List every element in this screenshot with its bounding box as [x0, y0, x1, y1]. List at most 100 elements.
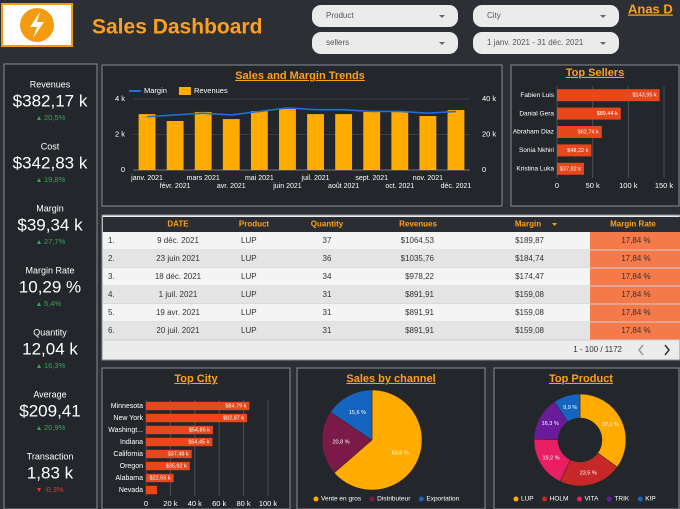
legend-swatch: [369, 496, 375, 502]
table-cell: $159,08: [515, 326, 544, 335]
data-label: $48,22 k: [567, 148, 588, 154]
slice-label: 23,5 %: [580, 470, 597, 476]
table-cell: $159,08: [515, 308, 544, 317]
table-cell: 17,84 %: [621, 236, 650, 245]
legend-label: Distributeur: [377, 496, 411, 503]
bar: [146, 413, 248, 423]
y-tick-label: Minnesota: [111, 403, 143, 410]
table-cell: LUP: [241, 272, 257, 281]
x-tick-label: févr. 2021: [160, 183, 191, 190]
column-header: Revenues: [399, 220, 437, 229]
data-label: $35,92 k: [166, 463, 187, 469]
dropdown-caret: [600, 15, 606, 18]
kpi-value: $209,41: [19, 401, 80, 420]
table-row-bg: [103, 250, 590, 268]
legend-swatch: [513, 496, 519, 502]
logo-bolt: [30, 12, 44, 38]
column-header: Quantity: [311, 220, 344, 229]
legend-swatch: [313, 496, 319, 502]
legend-label: VITA: [584, 496, 599, 503]
kpi-arrow: [37, 240, 41, 244]
bar: [166, 121, 184, 170]
bar: [557, 126, 602, 138]
x-tick-label: 50 k: [586, 181, 600, 190]
bar: [419, 116, 437, 170]
legend-label: Exportation: [426, 496, 459, 503]
pie-slice: [579, 393, 627, 468]
kpi-value: 10,29 %: [19, 277, 81, 296]
y-tick-label: Washingt...: [108, 427, 143, 434]
sort-icon[interactable]: [552, 223, 557, 226]
x-tick-label: mai 2021: [245, 175, 274, 182]
prev-page[interactable]: [638, 344, 644, 356]
table-cell: 6.: [108, 326, 115, 335]
bar: [307, 114, 324, 170]
kpi-label: Average: [33, 389, 66, 399]
legend-label: KIP: [645, 496, 655, 503]
table-cell: LUP: [241, 254, 257, 263]
bar: [557, 144, 592, 157]
legend-swatch: [576, 496, 582, 502]
pagination: 1 - 100 / 1172: [573, 345, 622, 354]
kpi-change: 27,7%: [44, 237, 66, 246]
table-cell: 17,84 %: [621, 272, 650, 281]
chart-title: Sales and Margin Trends: [235, 70, 365, 82]
kpi-arrow: [37, 302, 41, 306]
filter-dropdown[interactable]: [312, 5, 458, 27]
table-cell: 31: [323, 290, 332, 299]
kpi-label: Transaction: [27, 451, 74, 461]
x-tick-label: 40 k: [188, 499, 202, 508]
bar: [391, 111, 409, 170]
slice-label: 16,3 %: [542, 421, 559, 427]
y2-tick-label: 20 k: [482, 129, 496, 138]
bar: [250, 111, 268, 170]
filter-dropdown[interactable]: [473, 5, 619, 27]
bar: [447, 110, 465, 170]
kpi-change: 5,4%: [44, 299, 61, 308]
slice-label: 15,6 %: [349, 410, 366, 416]
next-page[interactable]: [664, 344, 670, 356]
y-tick-label: Oregon: [120, 463, 143, 470]
dropdown-caret: [439, 15, 445, 18]
data-label: $62,74 k: [578, 129, 599, 135]
table-cell: 3.: [108, 272, 115, 281]
table-cell: 31: [323, 326, 332, 335]
data-label: $37,48 k: [168, 451, 189, 457]
legend-swatch: [606, 496, 612, 502]
filter-label: 1 janv. 2021 - 31 déc. 2021: [487, 38, 584, 47]
table-cell: 20 juil. 2021: [156, 326, 200, 335]
pie-slice: [321, 411, 373, 474]
bar: [146, 485, 157, 495]
kpi-value: 1,83 k: [27, 463, 74, 482]
table-cell: $978,22: [405, 272, 434, 281]
y-tick-label: Fabien Luis: [520, 92, 554, 99]
kpi-label: Quantity: [33, 327, 67, 337]
x-tick-label: 0: [555, 181, 559, 190]
data-label: $84,79 k: [225, 403, 246, 409]
chart-title: Top Sellers: [566, 67, 624, 79]
kpi-change: 20,5%: [44, 113, 66, 122]
y-tick-label: Abraham Diaz: [513, 129, 554, 136]
column-header: Margin Rate: [610, 220, 656, 229]
filter-dropdown[interactable]: [473, 32, 619, 54]
table-cell: 23 juin 2021: [156, 254, 200, 263]
x-tick-label: 80 k: [237, 499, 251, 508]
data-label: $89,44 k: [597, 111, 618, 117]
dropdown-caret: [439, 42, 445, 45]
legend-label: Margin: [144, 86, 167, 95]
filter-dropdown[interactable]: [312, 32, 458, 54]
kpi-value: $342,83 k: [13, 153, 88, 172]
legend-swatch: [418, 496, 424, 502]
table-row-bg: [103, 268, 590, 286]
kpi-change: 19,8%: [44, 175, 66, 184]
table-cell: $891,91: [405, 290, 434, 299]
table-cell: $189,87: [515, 236, 544, 245]
bar: [557, 162, 584, 175]
kpi-value: $382,17 k: [13, 91, 88, 110]
y-tick-label: Nevada: [119, 487, 143, 494]
table-cell: $159,08: [515, 290, 544, 299]
legend-swatch: [178, 87, 191, 95]
bar: [146, 401, 250, 411]
data-label: $54,86 k: [189, 427, 210, 433]
dropdown-caret: [600, 42, 606, 45]
